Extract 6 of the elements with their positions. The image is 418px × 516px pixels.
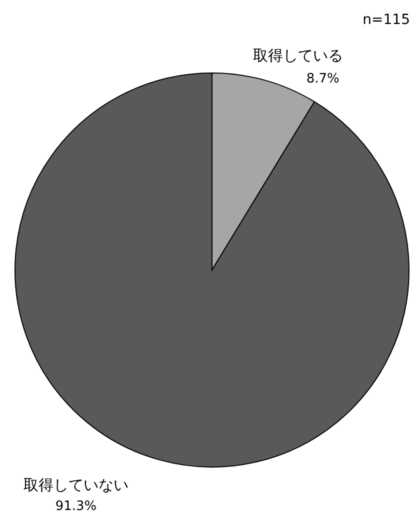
slice-label: 取得していない xyxy=(24,476,128,494)
slice-label: 取得している xyxy=(252,46,343,65)
text: n=115 xyxy=(362,12,410,28)
pie-slice xyxy=(14,72,410,468)
data-label: 91.3% xyxy=(55,499,97,514)
data-label: 8.7% xyxy=(306,72,340,87)
